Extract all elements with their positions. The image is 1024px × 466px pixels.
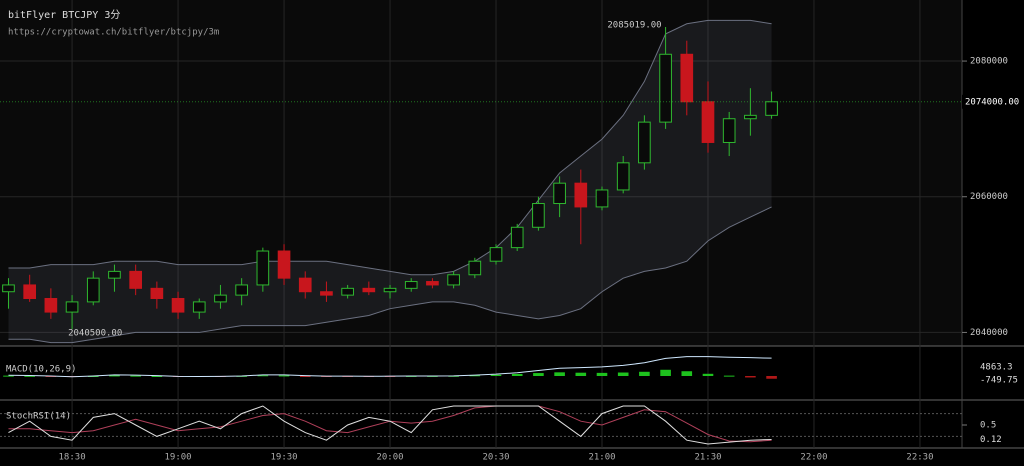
candle-body [659, 53, 672, 123]
candle-body [468, 260, 482, 276]
x-tick-label: 19:30 [270, 453, 297, 463]
macd-bar [109, 375, 120, 377]
stoch-k-line [8, 405, 772, 445]
macd-bar [723, 375, 735, 377]
candle-body [23, 284, 37, 300]
candle-body [638, 121, 651, 164]
last-price-label: 2074000.00 [965, 97, 1019, 107]
candle-body [616, 162, 630, 191]
macd-bar [766, 376, 777, 379]
candle-body [383, 287, 397, 293]
macd-bar [490, 374, 502, 376]
candle-body [214, 294, 227, 303]
macd-line [8, 356, 772, 378]
candle-body [744, 114, 757, 120]
candle-body [171, 298, 185, 313]
macd-bar [278, 375, 290, 377]
candle-body [86, 277, 100, 303]
chart-title: bitFlyer BTCJPY 3分 [8, 9, 120, 21]
macd-bar [575, 372, 587, 376]
y-tick-label: 2080000 [970, 57, 1008, 67]
x-tick-label: 20:30 [482, 453, 509, 463]
last-price-box [962, 94, 1024, 109]
candle-body [680, 53, 694, 103]
band-line [8, 19, 772, 276]
candle-body [574, 182, 588, 208]
macd-bar [554, 372, 565, 376]
candle-body [765, 101, 778, 116]
x-tick-label: 22:00 [800, 453, 827, 463]
candle-body [108, 270, 121, 279]
macd-bar [660, 369, 671, 376]
macd-bar [130, 375, 141, 377]
macd-bar [469, 375, 481, 377]
macd-hist-label: -749.75 [980, 376, 1018, 386]
candle-body [320, 291, 333, 296]
macd-bar [617, 372, 629, 376]
candle-body [510, 226, 524, 249]
min-price-label: 2040500.00 [68, 329, 122, 339]
candle-body [489, 247, 503, 262]
macd-bar [639, 371, 650, 376]
band-fill [8, 20, 772, 343]
macd-bar [24, 375, 35, 377]
candle-body [129, 270, 142, 289]
macd-bar [3, 375, 14, 377]
stoch-title: StochRSI(14) [6, 412, 71, 422]
chart-subtitle: https://cryptowat.ch/bitflyer/btcjpy/3m [8, 28, 219, 38]
x-tick-label: 21:00 [588, 453, 615, 463]
candle-body [426, 281, 439, 286]
macd-bar [596, 372, 608, 376]
candle-body [722, 118, 736, 143]
y-tick-label: 2040000 [970, 328, 1008, 338]
x-tick-label: 21:30 [694, 453, 721, 463]
candle-body [192, 301, 206, 313]
candle-body [277, 250, 291, 279]
stoch-k-label: 0.12 [980, 435, 1002, 445]
candle-body [65, 301, 79, 313]
candle-body [362, 287, 376, 293]
y-tick-label: 2060000 [970, 192, 1008, 202]
macd-title: MACD(10,26,9) [6, 365, 76, 375]
candle-body [298, 277, 312, 293]
macd-bar [745, 376, 756, 378]
macd-bar [151, 376, 163, 377]
candle-body [341, 287, 354, 296]
y-tick-label: 0.5 [980, 421, 996, 431]
x-tick-label: 20:00 [376, 453, 403, 463]
candle-body [150, 287, 164, 300]
candle-body [235, 284, 248, 296]
macd-bar [257, 375, 269, 377]
max-price-label: 2085019.00 [607, 21, 661, 31]
candle-body [701, 101, 715, 143]
candle-body [404, 281, 418, 289]
x-tick-label: 18:30 [59, 453, 86, 463]
macd-bar [511, 373, 523, 376]
candle-body [553, 182, 566, 205]
band-line [8, 206, 772, 344]
candle-body [595, 189, 609, 208]
x-tick-label: 22:30 [906, 453, 933, 463]
candle-body [2, 284, 15, 293]
macd-bar [299, 376, 311, 377]
macd-bar [533, 373, 544, 376]
macd-bar [681, 371, 693, 376]
macd-line-label: 4863.3 [980, 363, 1013, 373]
candle-body [532, 203, 545, 228]
candle-body [256, 250, 270, 286]
candle-body [44, 298, 58, 313]
x-tick-label: 19:00 [165, 453, 192, 463]
macd-bar [702, 373, 714, 376]
candle-body [447, 274, 460, 286]
